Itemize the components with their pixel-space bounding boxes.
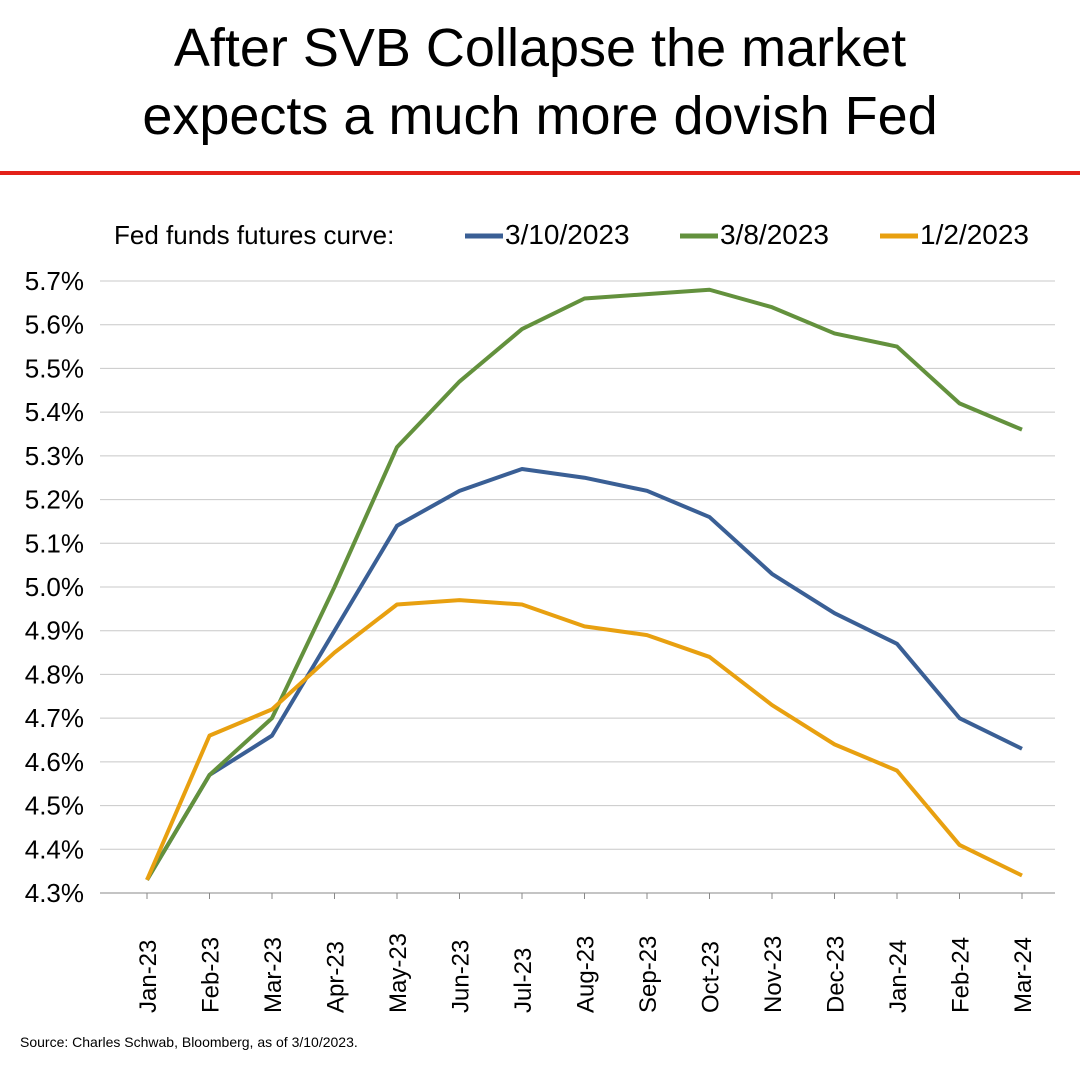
y-tick-label: 5.7% <box>25 266 84 296</box>
legend-title: Fed funds futures curve: <box>114 220 394 250</box>
y-tick-label: 5.6% <box>25 310 84 340</box>
y-tick-label: 5.3% <box>25 441 84 471</box>
x-tick-label: Feb-23 <box>198 937 225 1013</box>
x-tick-label: Mar-24 <box>1010 937 1037 1013</box>
x-tick-label: May-23 <box>385 933 412 1013</box>
series-line-3-10-2023 <box>145 466 1023 881</box>
x-tick-label: Dec-23 <box>823 936 850 1013</box>
y-tick-label: 5.2% <box>25 485 84 515</box>
x-tick-label: Feb-24 <box>948 937 975 1013</box>
x-tick-label: Mar-23 <box>260 937 287 1013</box>
y-tick-label: 5.4% <box>25 397 84 427</box>
legend-label: 3/8/2023 <box>720 219 829 250</box>
y-tick-label: 4.8% <box>25 659 84 689</box>
y-tick-label: 4.5% <box>25 791 84 821</box>
title-divider <box>0 171 1080 175</box>
series-line-3-8-2023 <box>145 287 1023 881</box>
x-tick-label: Sep-23 <box>635 936 662 1013</box>
y-tick-label: 5.1% <box>25 528 84 558</box>
series-line-1-2-2023 <box>145 598 1023 881</box>
x-tick-label: Jun-23 <box>448 940 475 1013</box>
chart-title: After SVB Collapse the market expects a … <box>0 14 1080 150</box>
legend-label: 3/10/2023 <box>505 219 630 250</box>
x-tick-label: Nov-23 <box>760 936 787 1013</box>
source-note: Source: Charles Schwab, Bloomberg, as of… <box>20 1034 358 1050</box>
y-tick-label: 4.3% <box>25 878 84 908</box>
legend-label: 1/2/2023 <box>920 219 1029 250</box>
y-tick-label: 4.6% <box>25 747 84 777</box>
y-tick-label: 5.5% <box>25 353 84 383</box>
y-tick-label: 5.0% <box>25 572 84 602</box>
x-tick-label: Apr-23 <box>323 941 350 1013</box>
y-tick-label: 4.9% <box>25 616 84 646</box>
x-tick-label: Aug-23 <box>573 936 600 1013</box>
title-line-1: After SVB Collapse the market <box>173 18 907 78</box>
x-tick-label: Jan-24 <box>885 940 912 1013</box>
title-line-2: expects a much more dovish Fed <box>142 86 938 146</box>
y-tick-label: 4.4% <box>25 834 84 864</box>
x-tick-label: Oct-23 <box>698 941 725 1013</box>
x-tick-label: Jul-23 <box>510 948 537 1013</box>
y-tick-label: 4.7% <box>25 703 84 733</box>
x-tick-label: Jan-23 <box>135 940 162 1013</box>
